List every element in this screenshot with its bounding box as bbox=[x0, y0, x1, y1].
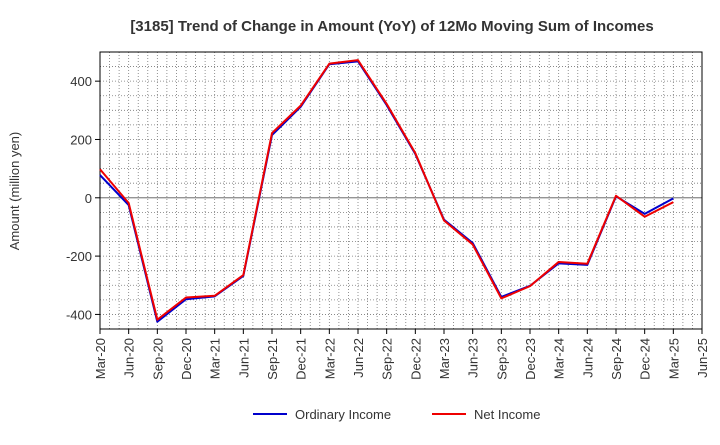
y-tick-label: 400 bbox=[70, 74, 92, 89]
legend-label-ordinary-income: Ordinary Income bbox=[295, 407, 391, 422]
y-tick-label: -200 bbox=[66, 249, 92, 264]
x-tick-label: Sep-23 bbox=[494, 338, 509, 380]
x-tick-label: Mar-23 bbox=[437, 338, 452, 379]
y-axis-label: Amount (million yen) bbox=[7, 132, 22, 251]
x-tick-label: Jun-24 bbox=[580, 338, 595, 378]
x-tick-label: Sep-20 bbox=[150, 338, 165, 380]
grid bbox=[100, 51, 702, 330]
x-tick-label: Mar-22 bbox=[322, 338, 337, 379]
x-tick-label: Dec-20 bbox=[179, 338, 194, 380]
x-tick-label: Mar-20 bbox=[93, 338, 108, 379]
x-tick-label: Dec-21 bbox=[294, 338, 309, 380]
chart-title: [3185] Trend of Change in Amount (YoY) o… bbox=[130, 18, 653, 35]
x-tick-label: Mar-24 bbox=[552, 338, 567, 379]
y-tick-label: 200 bbox=[70, 132, 92, 147]
x-tick-label: Dec-22 bbox=[408, 338, 423, 380]
x-tick-label: Mar-25 bbox=[666, 338, 681, 379]
x-tick-label: Dec-23 bbox=[523, 338, 538, 380]
x-axis-ticks: Mar-20 Jun-20 Sep-20 Dec-20 Mar-21 Jun-21 Sep-… bbox=[93, 329, 710, 380]
x-tick-label: Jun-21 bbox=[236, 338, 251, 378]
x-tick-label: Sep-24 bbox=[609, 338, 624, 380]
series-lines bbox=[99, 59, 674, 323]
x-tick-label: Mar-21 bbox=[208, 338, 223, 379]
y-tick-label: 0 bbox=[85, 191, 92, 206]
legend-label-net-income: Net Income bbox=[474, 407, 540, 422]
plot-area-frame bbox=[99, 51, 703, 330]
x-tick-label: Dec-24 bbox=[638, 338, 653, 380]
x-tick-label: Jun-25 bbox=[695, 338, 710, 378]
y-axis-ticks: -400 -200 0 200 400 bbox=[66, 74, 100, 322]
x-tick-label: Jun-22 bbox=[351, 338, 366, 378]
x-tick-label: Sep-21 bbox=[265, 338, 280, 380]
series-line-net-income bbox=[99, 59, 674, 321]
y-tick-label: -400 bbox=[66, 307, 92, 322]
x-tick-label: Sep-22 bbox=[380, 338, 395, 380]
x-tick-label: Jun-20 bbox=[122, 338, 137, 378]
x-tick-label: Jun-23 bbox=[466, 338, 481, 378]
legend: Ordinary Income Net Income bbox=[253, 407, 540, 422]
